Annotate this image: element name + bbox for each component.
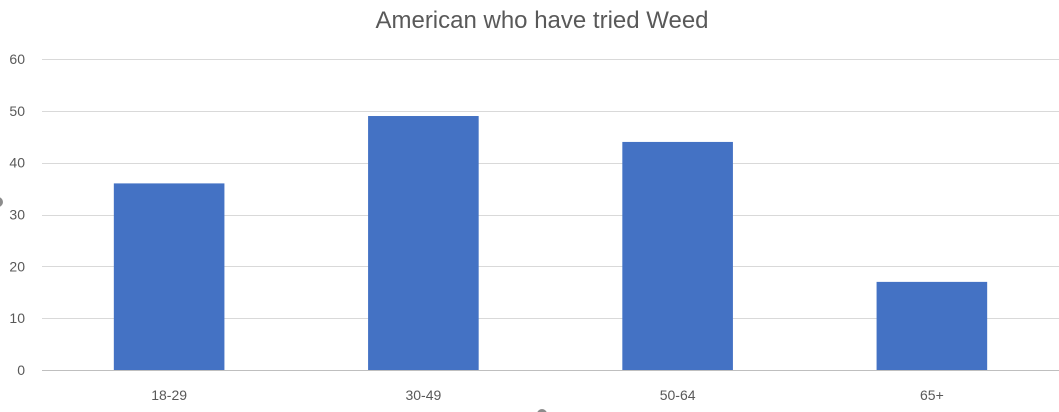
y-tick-label: 40 bbox=[9, 155, 25, 171]
x-axis-ticks: 18-29 30-49 50-64 65+ bbox=[151, 387, 944, 403]
x-tick-label: 65+ bbox=[920, 387, 944, 403]
y-tick-label: 30 bbox=[9, 207, 25, 223]
chart-title: American who have tried Weed bbox=[375, 7, 708, 34]
bar-50-64 bbox=[622, 141, 733, 370]
x-tick-label: 18-29 bbox=[151, 387, 187, 403]
y-tick-label: 20 bbox=[9, 258, 25, 274]
y-tick-label: 10 bbox=[9, 310, 25, 326]
y-tick-label: 0 bbox=[17, 362, 25, 378]
x-tick-label: 30-49 bbox=[405, 387, 441, 403]
bars bbox=[113, 116, 988, 371]
bottom-resize-handle[interactable] bbox=[537, 409, 547, 412]
y-tick-label: 50 bbox=[9, 103, 25, 119]
left-resize-handle[interactable] bbox=[0, 197, 3, 207]
bar-18-29 bbox=[113, 183, 225, 370]
x-tick-label: 50-64 bbox=[660, 387, 696, 403]
bar-30-49 bbox=[368, 116, 479, 371]
bar-65+ bbox=[876, 281, 988, 370]
y-axis-ticks: 0 10 20 30 40 50 60 bbox=[9, 51, 25, 378]
y-tick-label: 60 bbox=[9, 51, 25, 67]
